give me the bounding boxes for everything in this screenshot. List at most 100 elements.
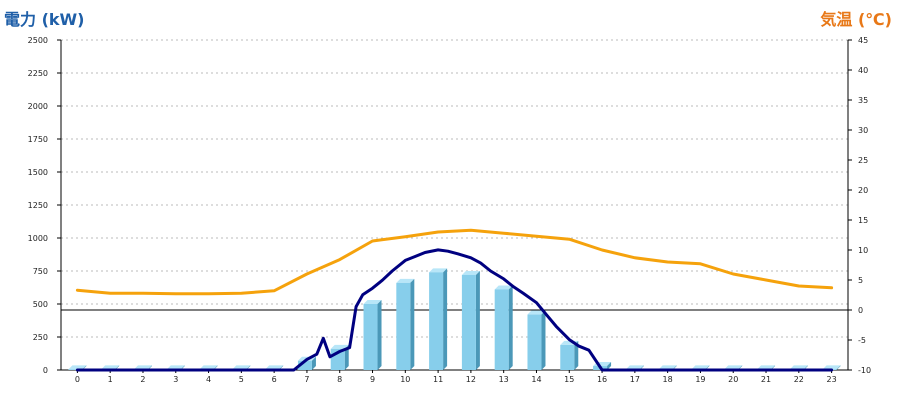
- x-tick-label: 21: [761, 375, 771, 384]
- power-bar-top: [494, 285, 513, 290]
- right-tick-label: 35: [858, 96, 868, 105]
- x-tick-label: 19: [695, 375, 705, 384]
- x-tick-label: 10: [400, 375, 410, 384]
- power-bar-front: [494, 289, 509, 370]
- left-tick-label: 2500: [28, 36, 48, 45]
- left-tick-label: 2000: [28, 102, 48, 111]
- x-tick-label: 16: [597, 375, 607, 384]
- right-tick-label: 20: [858, 186, 868, 195]
- right-tick-label: 15: [858, 216, 868, 225]
- right-tick-label: -10: [858, 366, 871, 375]
- power-bar-side: [443, 268, 448, 370]
- power-bar-top: [822, 365, 841, 370]
- x-tick-label: 6: [272, 375, 277, 384]
- power-bar-top: [724, 365, 743, 370]
- x-tick-label: 13: [499, 375, 509, 384]
- left-tick-label: 500: [33, 300, 48, 309]
- x-tick-label: 7: [304, 375, 309, 384]
- power-bar: [396, 278, 415, 370]
- power-bar-top: [330, 344, 349, 349]
- power-bar-top: [363, 300, 382, 304]
- power-bar-side: [508, 285, 513, 370]
- power-bar-side: [836, 365, 841, 370]
- x-tick-label: 17: [630, 375, 640, 384]
- power-bar: [363, 300, 382, 370]
- power-bar-top: [199, 365, 218, 370]
- left-tick-label: 1250: [28, 201, 48, 210]
- right-tick-label: 0: [858, 306, 863, 315]
- power-bar: [527, 310, 546, 370]
- right-tick-label: 10: [858, 246, 868, 255]
- x-tick-label: 20: [728, 375, 738, 384]
- x-tick-label: 22: [794, 375, 804, 384]
- x-tick-label: 1: [108, 375, 113, 384]
- right-axis-title: 気温 (℃): [820, 10, 892, 29]
- power-bar-front: [363, 304, 378, 370]
- grid-lines: [61, 39, 848, 338]
- power-bar-side: [377, 300, 382, 370]
- power-bar-top: [396, 278, 415, 283]
- power-bar-front: [560, 344, 575, 370]
- x-tick-label: 3: [173, 375, 178, 384]
- power-bar: [461, 270, 480, 370]
- power-bar-top: [691, 365, 710, 370]
- power-bar-side: [574, 340, 579, 370]
- right-tick-label: 5: [858, 276, 863, 285]
- x-tick-label: 8: [337, 375, 342, 384]
- power-bar-front: [396, 282, 411, 370]
- power-bar: [494, 285, 513, 370]
- x-tick-label: 4: [206, 375, 211, 384]
- temperature-line: [75, 228, 834, 296]
- power-bar-top: [527, 310, 546, 315]
- power-bar-side: [311, 356, 316, 370]
- left-tick-label: 1000: [28, 234, 48, 243]
- power-bar-front: [68, 369, 83, 370]
- power-bar-top: [101, 365, 120, 370]
- power-bar-top: [265, 365, 284, 370]
- right-tick-label: -5: [858, 336, 866, 345]
- power-line: [75, 248, 834, 372]
- left-tick-label: 0: [43, 366, 48, 375]
- power-bar-side: [475, 270, 480, 370]
- power-bar-top: [658, 365, 677, 370]
- x-tick-label: 0: [75, 375, 80, 384]
- right-tick-label: 40: [858, 66, 868, 75]
- power-bar-top: [429, 268, 448, 273]
- power-bar-front: [297, 360, 312, 370]
- power-bar-front: [429, 272, 444, 370]
- power-bar-top: [625, 365, 644, 370]
- power-bar: [429, 268, 448, 370]
- power-bar-top: [232, 365, 251, 370]
- right-tick-label: 30: [858, 126, 868, 135]
- left-axis-title: 電力 (kW): [4, 10, 85, 29]
- x-tick-label: 15: [564, 375, 574, 384]
- power-bar-top: [166, 365, 185, 370]
- left-tick-label: 750: [33, 267, 48, 276]
- x-tick-label: 18: [663, 375, 673, 384]
- x-tick-label: 23: [827, 375, 837, 384]
- x-tick-label: 14: [531, 375, 541, 384]
- power-bar-side: [607, 362, 612, 370]
- x-tick-label: 5: [239, 375, 244, 384]
- left-tick-label: 1750: [28, 135, 48, 144]
- x-tick-label: 12: [466, 375, 476, 384]
- left-tick-label: 250: [33, 333, 48, 342]
- left-tick-label: 1500: [28, 168, 48, 177]
- x-tick-label: 2: [140, 375, 145, 384]
- power-bar-side: [410, 278, 415, 370]
- power-bar-top: [461, 270, 480, 275]
- power-bar-top: [757, 365, 776, 370]
- power-bar-top: [789, 365, 808, 370]
- right-tick-label: 25: [858, 156, 868, 165]
- left-tick-label: 2250: [28, 69, 48, 78]
- power-bar-top: [133, 365, 152, 370]
- power-bar-side: [541, 310, 546, 370]
- power-bar-top: [68, 365, 87, 370]
- right-tick-label: 45: [858, 36, 868, 45]
- power-bar-front: [461, 274, 476, 370]
- power-bar-side: [344, 344, 349, 370]
- x-tick-label: 9: [370, 375, 375, 384]
- x-tick-label: 11: [433, 375, 443, 384]
